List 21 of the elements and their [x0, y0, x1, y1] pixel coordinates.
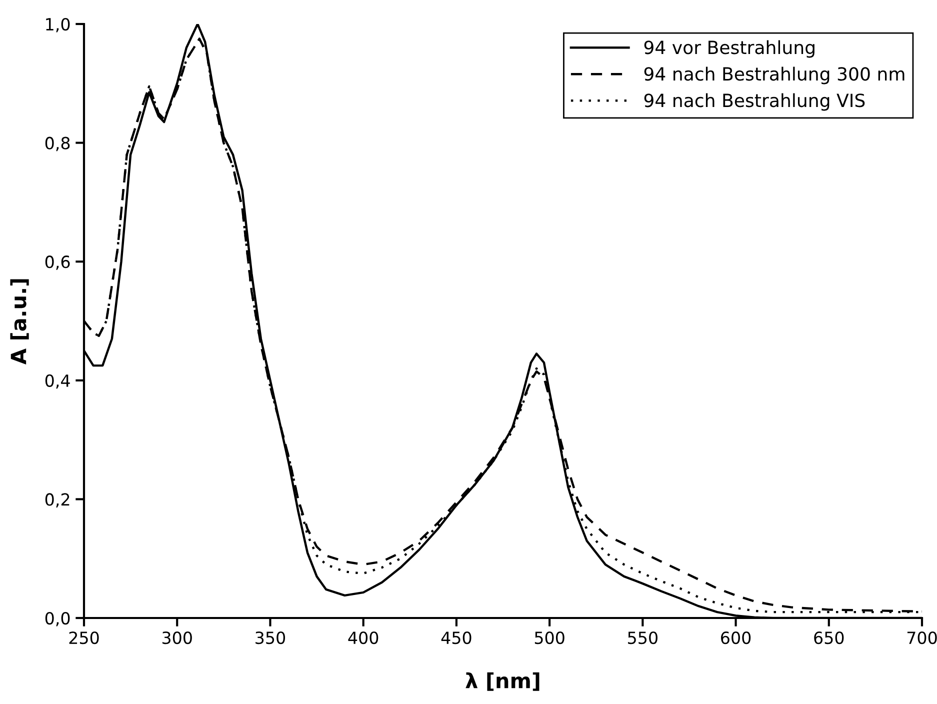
x-tick-label: 250 [69, 631, 99, 644]
y-tick-label: 0,0 [45, 612, 70, 626]
x-axis-title: λ [nm] [466, 672, 540, 691]
x-tick-label: 400 [348, 631, 378, 644]
y-tick-label: 0,6 [45, 256, 70, 270]
legend-label: 94 nach Bestrahlung 300 nm [644, 66, 904, 84]
x-tick-label: 550 [628, 631, 658, 644]
y-tick-label: 1,0 [46, 18, 70, 32]
x-tick-label: 600 [721, 631, 751, 644]
y-tick-label: 0,2 [45, 493, 70, 508]
x-tick-label: 700 [907, 631, 937, 644]
y-tick-label: 0,8 [45, 136, 70, 152]
x-tick-label: 650 [814, 631, 844, 644]
x-tick-label: 350 [256, 631, 286, 644]
legend-label: 94 vor Bestrahlung [644, 40, 814, 58]
legend-label: 94 nach Bestrahlung VIS [644, 93, 865, 111]
x-tick-label: 500 [534, 631, 564, 644]
y-tick-label: 0,4 [45, 374, 70, 389]
x-tick-label: 450 [441, 631, 472, 644]
y-axis-title: A [a.u.] [10, 279, 29, 364]
x-tick-label: 300 [162, 631, 192, 644]
